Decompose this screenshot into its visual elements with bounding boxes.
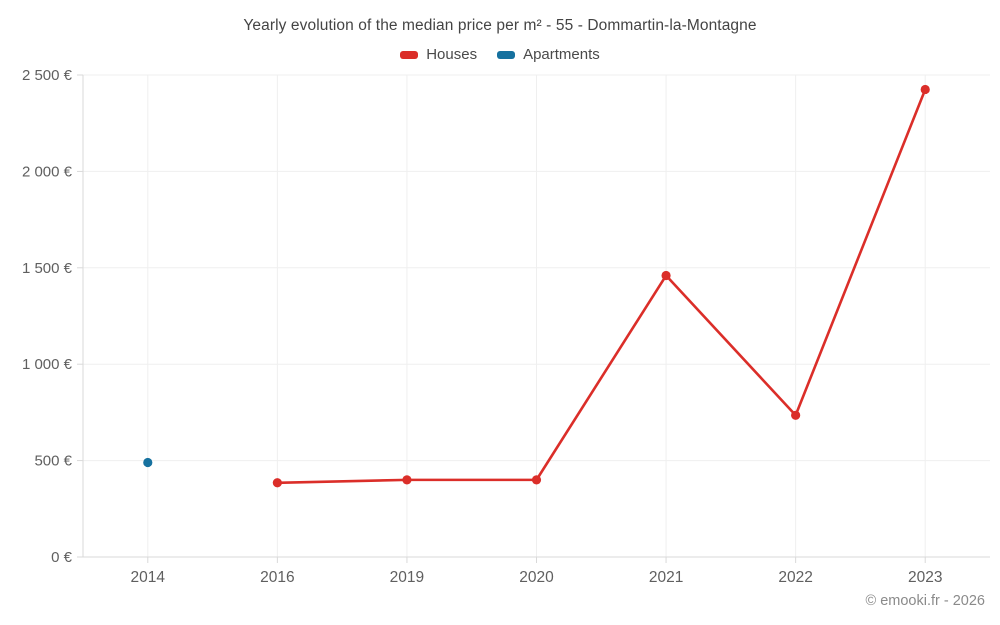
y-tick-label: 2 500 € <box>22 67 73 84</box>
legend-label-apartments: Apartments <box>523 46 600 63</box>
data-point-houses[interactable] <box>920 84 930 95</box>
x-tick-label: 2022 <box>778 569 812 586</box>
y-tick-label: 1 000 € <box>22 356 73 373</box>
copyright-text: © emooki.fr - 2026 <box>865 593 985 609</box>
y-tick-label: 2 000 € <box>22 163 73 180</box>
chart-legend: Houses Apartments <box>0 46 1000 63</box>
data-point-houses[interactable] <box>791 410 801 420</box>
data-point-houses[interactable] <box>531 475 542 485</box>
legend-label-houses: Houses <box>426 46 478 63</box>
x-tick-label: 2020 <box>519 569 554 586</box>
x-tick-label: 2019 <box>390 569 424 586</box>
series-line-houses <box>277 88 927 485</box>
legend-item-apartments[interactable]: Apartments <box>497 46 600 63</box>
data-point-houses[interactable] <box>661 270 671 281</box>
x-tick-label: 2016 <box>260 569 294 586</box>
data-point-houses[interactable] <box>402 475 412 485</box>
data-point-houses[interactable] <box>272 478 282 488</box>
y-tick-label: 1 500 € <box>22 260 73 277</box>
houses-legend-swatch <box>400 50 419 59</box>
x-tick-label: 2014 <box>131 569 166 586</box>
chart-title: Yearly evolution of the median price per… <box>243 17 757 34</box>
legend-item-houses[interactable]: Houses <box>400 46 477 63</box>
x-tick-label: 2023 <box>908 569 942 586</box>
y-tick-label: 0 € <box>51 549 73 566</box>
data-point-apartments[interactable] <box>143 457 153 468</box>
x-tick-label: 2021 <box>649 569 683 586</box>
y-tick-label: 500 € <box>34 453 72 470</box>
apartments-legend-swatch <box>497 50 516 59</box>
